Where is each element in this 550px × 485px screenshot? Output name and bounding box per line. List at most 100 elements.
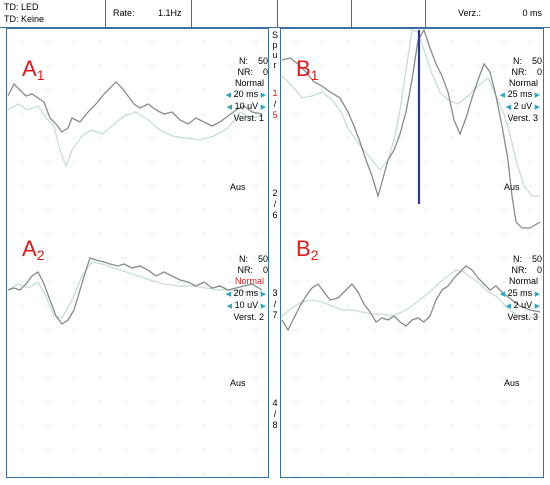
- grid-dot: [125, 329, 127, 331]
- grid-dot: [295, 257, 297, 259]
- right-arrow-icon[interactable]: ▶: [534, 291, 540, 298]
- nr-row: NR: 0: [237, 67, 268, 77]
- grid-dot: [47, 473, 49, 475]
- grid-dot: [255, 305, 257, 307]
- grid-dot: [373, 449, 375, 451]
- right-arrow-icon[interactable]: ▶: [260, 104, 266, 111]
- left-arrow-icon[interactable]: ◀: [499, 291, 506, 298]
- grid-dot: [21, 209, 23, 211]
- grid-dot: [229, 449, 231, 451]
- grid-dot: [47, 209, 49, 211]
- grid-dot: [47, 41, 49, 43]
- grid-dot: [321, 65, 323, 67]
- grid-dot: [529, 305, 531, 307]
- grid-dot: [503, 185, 505, 187]
- left-arrow-icon[interactable]: ◀: [505, 303, 512, 310]
- grid-dot: [295, 209, 297, 211]
- grid-dot: [21, 161, 23, 163]
- right-arrow-icon[interactable]: ▶: [260, 291, 266, 298]
- timebase-row[interactable]: ◀ 25 ms ▶: [499, 288, 540, 298]
- grid-dot: [151, 401, 153, 403]
- info-block-b2: N: 50 NR: 0 Normal ◀ 25 ms ▶ ◀ 2 uV ▶ Ve…: [474, 254, 542, 334]
- grid-dot: [151, 281, 153, 283]
- timebase-row[interactable]: ◀ 25 ms ▶: [499, 89, 540, 99]
- left-arrow-icon[interactable]: ◀: [505, 104, 512, 111]
- timebase-row[interactable]: ◀ 20 ms ▶: [225, 89, 266, 99]
- grid-dot: [21, 473, 23, 475]
- grid-dot: [529, 425, 531, 427]
- verst-row: Verst. 3: [507, 312, 538, 322]
- grid-dot: [177, 329, 179, 331]
- grid-dot: [255, 137, 257, 139]
- grid-dot: [203, 353, 205, 355]
- gain-row[interactable]: ◀ 2 uV ▶: [505, 101, 540, 111]
- right-arrow-icon[interactable]: ▶: [534, 92, 540, 99]
- grid-dot: [125, 449, 127, 451]
- left-arrow-icon[interactable]: ◀: [499, 92, 506, 99]
- right-arrow-icon[interactable]: ▶: [260, 303, 266, 310]
- grid-dot: [503, 425, 505, 427]
- right-arrow-icon[interactable]: ▶: [260, 92, 266, 99]
- grid-dot: [503, 473, 505, 475]
- grid-dot: [529, 449, 531, 451]
- grid-dot: [451, 41, 453, 43]
- grid-dot: [477, 233, 479, 235]
- grid-dot: [151, 425, 153, 427]
- left-arrow-icon[interactable]: ◀: [226, 104, 233, 111]
- grid-dot: [321, 113, 323, 115]
- grid-dot: [203, 257, 205, 259]
- grid-dot: [99, 401, 101, 403]
- left-arrow-icon[interactable]: ◀: [226, 303, 233, 310]
- grid-dot: [255, 89, 257, 91]
- grid-dot: [151, 89, 153, 91]
- grid-dot: [177, 425, 179, 427]
- grid-dot: [321, 209, 323, 211]
- grid-dot: [151, 233, 153, 235]
- grid-dot: [151, 257, 153, 259]
- grid-dot: [321, 161, 323, 163]
- grid-dot: [477, 305, 479, 307]
- grid-dot: [99, 353, 101, 355]
- grid-dot: [451, 425, 453, 427]
- grid-dot: [347, 401, 349, 403]
- grid-dot: [255, 353, 257, 355]
- left-arrow-icon[interactable]: ◀: [225, 291, 232, 298]
- grid-dot: [125, 233, 127, 235]
- gain-row[interactable]: ◀ 10 uV ▶: [226, 101, 266, 111]
- channel-pair-4-8: 4 / 8: [272, 398, 278, 430]
- grid-dot: [47, 353, 49, 355]
- grid-dot: [425, 353, 427, 355]
- grid-dot: [177, 305, 179, 307]
- grid-dot: [425, 89, 427, 91]
- grid-dot: [151, 473, 153, 475]
- grid-dot: [125, 113, 127, 115]
- right-arrow-icon[interactable]: ▶: [534, 303, 540, 310]
- left-arrow-icon[interactable]: ◀: [225, 92, 232, 99]
- grid-dot: [347, 185, 349, 187]
- right-arrow-icon[interactable]: ▶: [534, 104, 540, 111]
- grid-dot: [47, 377, 49, 379]
- gain-row[interactable]: ◀ 2 uV ▶: [505, 300, 540, 310]
- grid-dot: [477, 257, 479, 259]
- grid-dot: [203, 233, 205, 235]
- grid-dot: [99, 257, 101, 259]
- grid-dot: [529, 281, 531, 283]
- gain-row[interactable]: ◀ 10 uV ▶: [226, 300, 266, 310]
- grid-dot: [451, 377, 453, 379]
- grid-dot: [373, 209, 375, 211]
- grid-dot: [529, 353, 531, 355]
- grid-dot: [177, 137, 179, 139]
- grid-dot: [151, 41, 153, 43]
- grid-dot: [451, 449, 453, 451]
- grid-dot: [529, 41, 531, 43]
- grid-dot: [177, 281, 179, 283]
- grid-dot: [295, 233, 297, 235]
- grid-dot: [295, 41, 297, 43]
- n-row: N: 50: [238, 254, 268, 264]
- grid-dot: [451, 473, 453, 475]
- grid-dot: [425, 305, 427, 307]
- timebase-row[interactable]: ◀ 20 ms ▶: [225, 288, 266, 298]
- grid-dot: [229, 233, 231, 235]
- grid-dot: [399, 161, 401, 163]
- spur-label: S p u r: [271, 30, 278, 70]
